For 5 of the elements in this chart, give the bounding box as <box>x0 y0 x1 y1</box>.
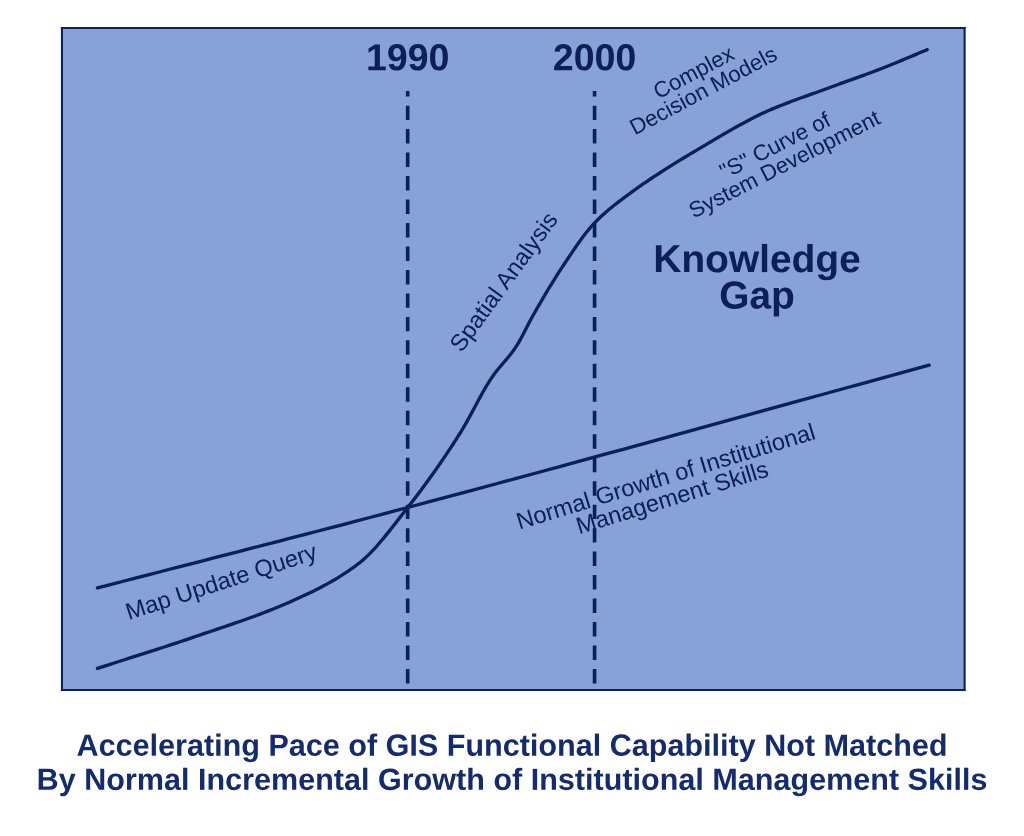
text: Accelerating Pace of GIS Functional Capability Not Matched By Normal Incremental Growth of Institutional Management Skills <box>38 733 987 797</box>
x-tick-label: 2000 <box>554 44 635 71</box>
annotation: Map Update Query <box>125 542 320 625</box>
annotation: Knowledge Gap <box>655 243 860 317</box>
x-tick-label: 1990 <box>368 44 448 71</box>
